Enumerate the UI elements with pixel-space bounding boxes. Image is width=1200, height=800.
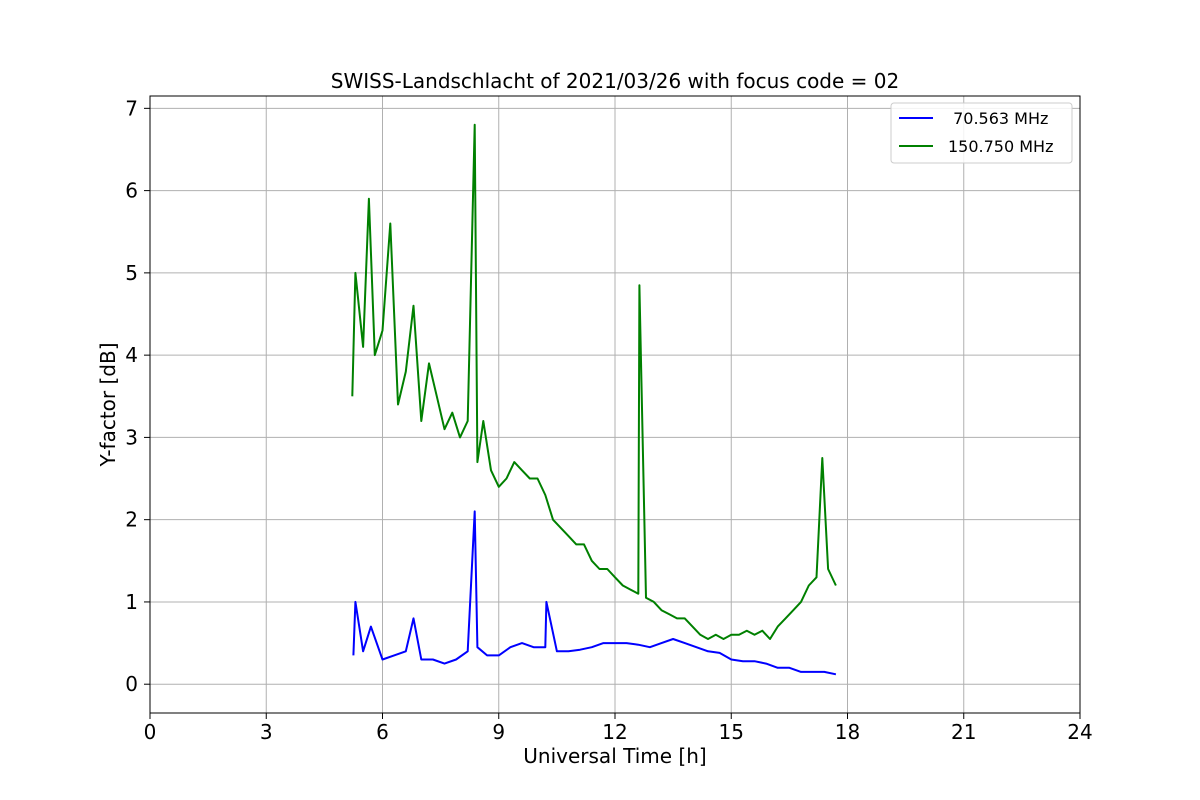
y-tick-label: 1 — [125, 590, 138, 614]
y-tick-label: 3 — [125, 425, 138, 449]
x-tick-label: 3 — [260, 720, 273, 744]
legend-frame — [890, 102, 1073, 164]
y-tick-label: 4 — [125, 343, 138, 367]
y-tick-label: 0 — [125, 672, 138, 696]
chart-title: SWISS-Landschlacht of 2021/03/26 with fo… — [331, 69, 899, 93]
y-tick-label: 2 — [125, 508, 138, 532]
x-tick-label: 0 — [144, 720, 157, 744]
legend-label-70-mhz: 70.563 MHz — [948, 109, 1048, 128]
y-tick-label: 7 — [125, 96, 138, 120]
legend-label-150-mhz: 150.750 MHz — [948, 137, 1053, 156]
x-tick-label: 9 — [492, 720, 505, 744]
x-tick-label: 15 — [719, 720, 744, 744]
series-line-150-mhz — [351, 123, 837, 640]
x-tick-label: 24 — [1067, 720, 1092, 744]
y-tick-label: 5 — [125, 261, 138, 285]
x-tick-label: 6 — [376, 720, 389, 744]
x-tick-label: 18 — [835, 720, 860, 744]
legend: 70.563 MHz 150.750 MHz — [890, 102, 1073, 164]
plot-series — [351, 123, 837, 676]
x-axis-label: Universal Time [h] — [523, 744, 706, 768]
x-tick-label: 21 — [951, 720, 976, 744]
series-line-70-mhz — [352, 510, 837, 676]
x-tick-label: 12 — [602, 720, 627, 744]
y-tick-label: 6 — [125, 179, 138, 203]
y-axis-label: Y-factor [dB] — [96, 342, 120, 467]
